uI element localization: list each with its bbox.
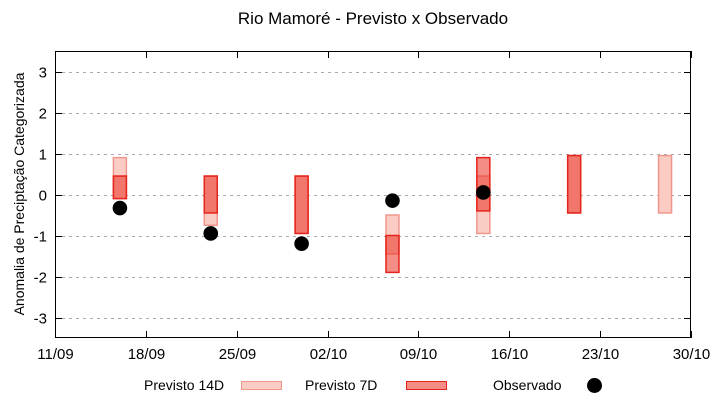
y-tick-label: 3 [39,65,47,82]
forecast-7d-bar [294,175,309,235]
y-tick-label: 2 [39,106,47,123]
observado-point [476,185,491,200]
y-tick-label: -1 [34,229,47,246]
forecast-7d-bar [385,234,400,274]
x-tick-label: 02/10 [310,346,348,363]
forecast-7d-bar [566,154,582,214]
x-tick-label: 18/09 [128,346,166,363]
forecast-7d-bar [112,175,128,200]
x-tick-label: 23/10 [582,346,620,363]
x-tick-label: 30/10 [673,346,711,363]
x-tick-label: 11/09 [37,346,73,363]
legend-label-previsto-14d: Previsto 14D [144,377,225,393]
legend-observado-dot-icon [587,378,602,393]
x-tick-label: 16/10 [491,346,529,363]
plot-frame [55,51,691,338]
y-tick-label: 1 [39,147,47,164]
y-tick-label: -2 [34,270,47,287]
legend-label-observado: Observado [493,377,562,393]
observado-point [203,226,219,241]
legend-swatch-previsto-14d-icon [241,381,282,390]
observado-point [385,193,400,208]
y-tick-label: 0 [39,188,47,205]
observado-point [294,236,309,251]
chart-title: Rio Mamoré - Previsto x Observado [237,9,509,28]
forecast-7d-bar [203,175,219,214]
legend-label-previsto-7d: Previsto 7D [305,377,378,393]
observado-point [112,200,128,216]
x-tick-label: 09/10 [400,346,438,363]
y-tick-label: -3 [34,311,47,328]
legend-swatch-previsto-7d-icon [406,381,447,390]
forecast-14d-bar [657,154,673,214]
forecast-7d-bar [476,156,491,212]
x-tick-label: 25/09 [219,346,257,363]
